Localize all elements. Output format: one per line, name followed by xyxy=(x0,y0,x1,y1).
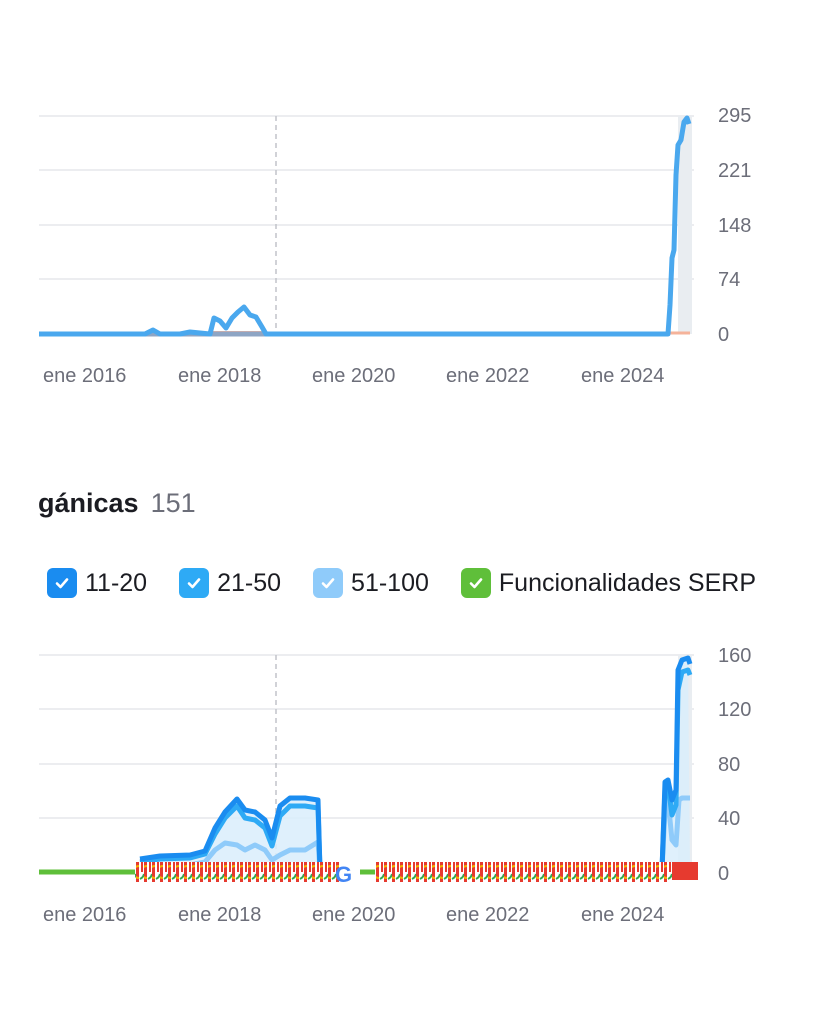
svg-text:ene 2018: ene 2018 xyxy=(178,904,261,926)
svg-text:ene 2020: ene 2020 xyxy=(312,365,395,387)
keywords-trend-chart: 295 221 148 74 0 ene 2016 ene 2018 ene 2… xyxy=(0,100,819,400)
checkmark-icon xyxy=(55,578,69,589)
keywords-trend-svg: 295 221 148 74 0 ene 2016 ene 2018 ene 2… xyxy=(39,105,751,387)
svg-text:ene 2016: ene 2016 xyxy=(43,904,126,926)
section-title: gánicas 151 xyxy=(38,488,196,519)
svg-text:ene 2022: ene 2022 xyxy=(446,365,529,387)
svg-text:40: 40 xyxy=(718,808,740,830)
organic-positions-chart: G 160 120 80 40 0 ene 2016 ene 2018 ene … xyxy=(0,640,819,940)
svg-text:74: 74 xyxy=(718,269,740,291)
legend-label: 11-20 xyxy=(85,568,148,597)
position-legend: 11-20 21-50 51-100 Funcionalidades SERP xyxy=(47,568,788,598)
checkbox-21-50[interactable] xyxy=(179,568,210,598)
serp-features-end-block[interactable] xyxy=(672,862,698,880)
section-title-text: gánicas xyxy=(38,488,139,518)
svg-text:0: 0 xyxy=(718,324,729,346)
y-axis-labels: 295 221 148 74 0 xyxy=(718,105,751,346)
forecast-band xyxy=(678,116,692,334)
legend-item-51-100[interactable]: 51-100 xyxy=(313,568,429,598)
x-axis-labels: ene 2016 ene 2018 ene 2020 ene 2022 ene … xyxy=(43,904,664,926)
grid-lines xyxy=(39,115,694,280)
checkbox-51-100[interactable] xyxy=(313,568,344,598)
checkmark-icon xyxy=(187,578,201,589)
area-fill-11-20 xyxy=(140,800,320,872)
legend-item-serp-features[interactable]: Funcionalidades SERP xyxy=(460,568,756,598)
legend-label: 21-50 xyxy=(217,568,282,597)
series-line-21-50[interactable] xyxy=(139,803,323,871)
checkmark-icon xyxy=(469,578,483,589)
serp-features-icons-1[interactable] xyxy=(135,862,340,882)
svg-text:295: 295 xyxy=(718,105,751,127)
legend-item-21-50[interactable]: 21-50 xyxy=(179,568,281,598)
svg-text:120: 120 xyxy=(718,699,751,721)
google-g-icon: G xyxy=(335,862,352,887)
svg-text:221: 221 xyxy=(718,160,751,182)
series-line-keywords[interactable] xyxy=(39,115,692,337)
svg-text:ene 2016: ene 2016 xyxy=(43,365,126,387)
svg-text:ene 2018: ene 2018 xyxy=(178,365,261,387)
svg-text:148: 148 xyxy=(718,215,751,237)
series-line-11-20-end[interactable] xyxy=(659,655,693,871)
keyword-count: 151 xyxy=(150,488,196,518)
checkbox-serp-features[interactable] xyxy=(460,568,491,598)
x-axis-labels: ene 2016 ene 2018 ene 2020 ene 2022 ene … xyxy=(43,365,664,387)
svg-text:ene 2022: ene 2022 xyxy=(446,904,529,926)
svg-text:ene 2020: ene 2020 xyxy=(312,904,395,926)
serp-features-icons-2[interactable] xyxy=(376,862,672,882)
legend-label: 51-100 xyxy=(351,568,429,597)
svg-text:0: 0 xyxy=(718,863,729,885)
series-line-11-20[interactable] xyxy=(139,795,323,871)
checkbox-11-20[interactable] xyxy=(47,568,77,598)
organic-positions-svg: G 160 120 80 40 0 ene 2016 ene 2018 ene … xyxy=(39,645,751,926)
grid-lines xyxy=(39,654,694,819)
svg-text:ene 2024: ene 2024 xyxy=(581,365,664,387)
legend-label: Funcionalidades SERP xyxy=(498,568,756,597)
checkmark-icon xyxy=(321,578,335,589)
svg-text:80: 80 xyxy=(718,754,740,776)
y-axis-labels: 160 120 80 40 0 xyxy=(718,645,751,885)
legend-item-11-20[interactable]: 11-20 xyxy=(47,568,147,598)
svg-text:ene 2024: ene 2024 xyxy=(581,904,664,926)
svg-text:160: 160 xyxy=(718,645,751,667)
